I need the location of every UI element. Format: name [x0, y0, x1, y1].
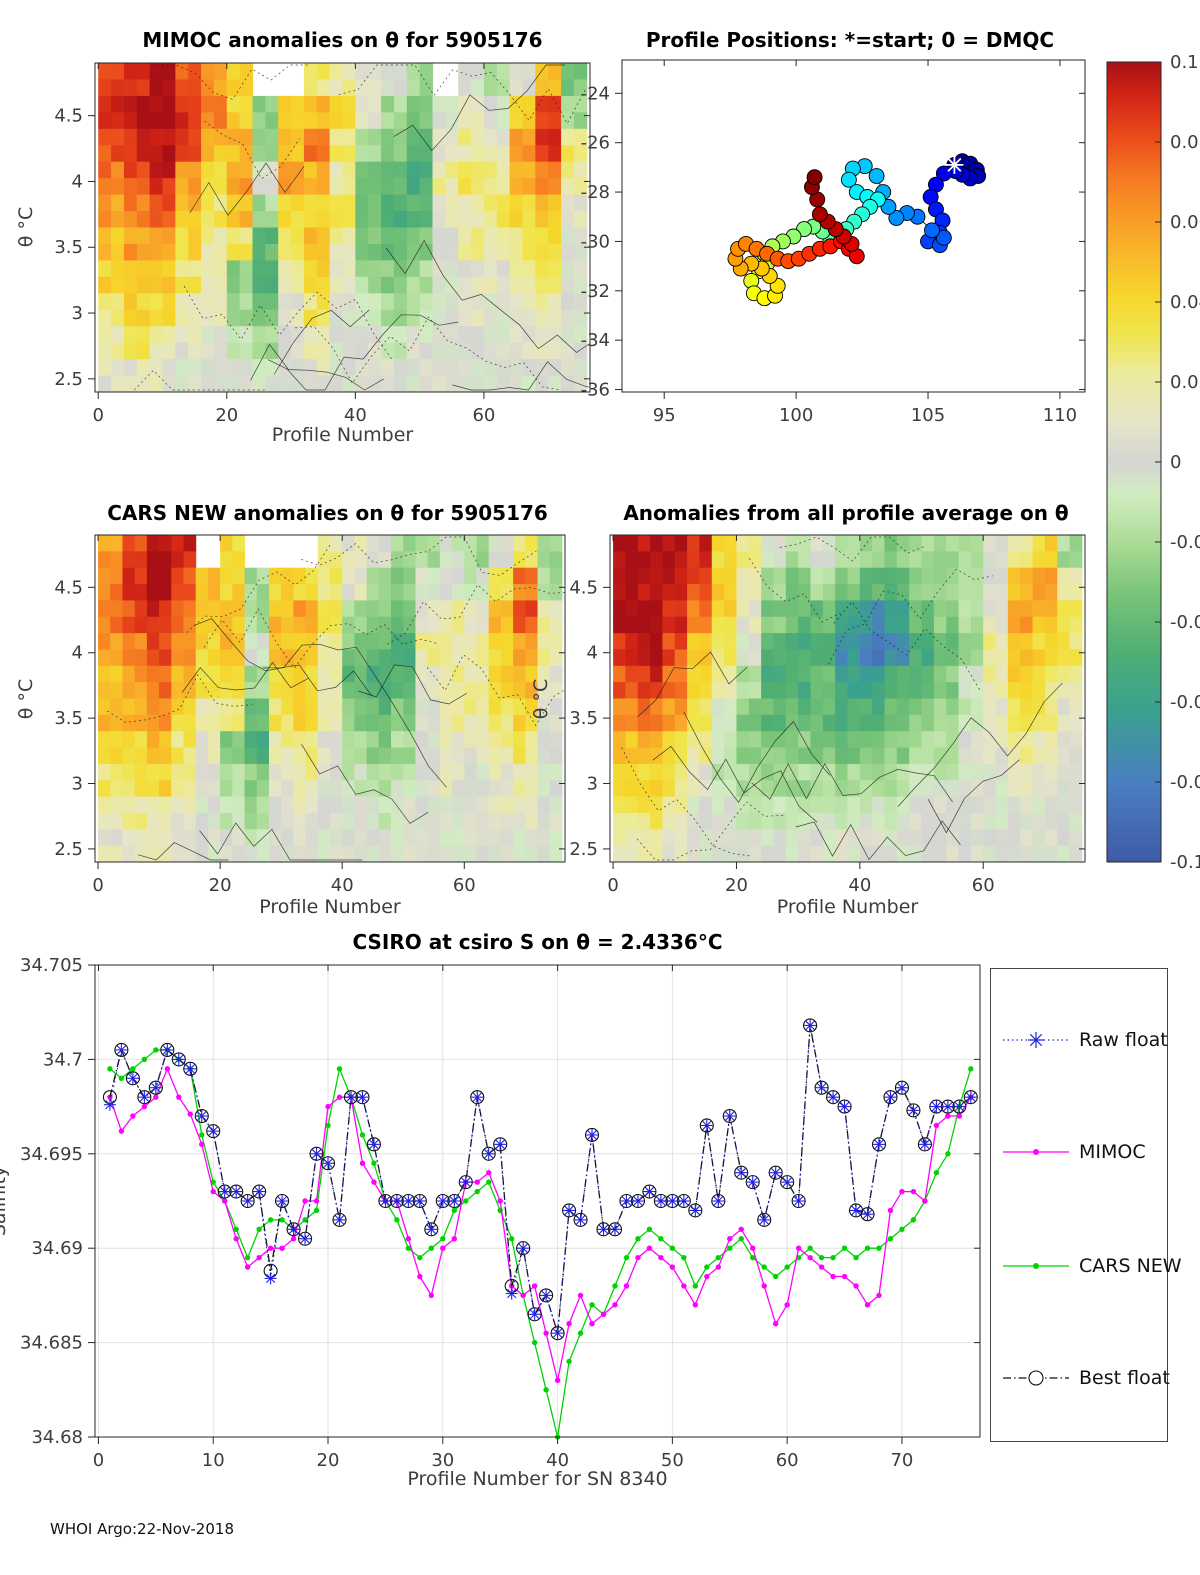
- csiro-title: CSIRO at csiro S on θ = 2.4336°C: [352, 930, 723, 954]
- svg-text:2.5: 2.5: [54, 839, 83, 860]
- svg-text:3.5: 3.5: [54, 237, 83, 258]
- svg-text:34.7: 34.7: [43, 1049, 83, 1070]
- svg-text:-28: -28: [581, 182, 610, 203]
- svg-text:105: 105: [911, 405, 945, 426]
- svg-text:0.08: 0.08: [1170, 132, 1200, 153]
- svg-text:0.04: 0.04: [1170, 292, 1200, 313]
- svg-text:34.68: 34.68: [31, 1427, 83, 1448]
- svg-text:34.695: 34.695: [20, 1144, 83, 1165]
- svg-text:110: 110: [1043, 405, 1077, 426]
- svg-text:30: 30: [431, 1450, 454, 1471]
- legend-item-raw-float: Raw float: [991, 1027, 1168, 1053]
- svg-text:0: 0: [607, 875, 618, 896]
- svg-text:4.5: 4.5: [54, 106, 83, 127]
- svg-text:2.5: 2.5: [54, 369, 83, 390]
- legend-item-mimoc: MIMOC: [991, 1139, 1167, 1165]
- profile-positions-map: 95 100 105 110 -24 -26 -28 -30 -32 -34 -36: [581, 59, 1086, 426]
- svg-text:0: 0: [1170, 452, 1181, 473]
- svg-text:40: 40: [546, 1450, 569, 1471]
- svg-text:-0.08: -0.08: [1170, 772, 1200, 793]
- allprof-ylabel: θ °C: [530, 678, 553, 720]
- svg-text:20: 20: [317, 1450, 340, 1471]
- mimoc-heatmap: 0 20 40 60 2.5 3 3.5 4 4.5: [54, 62, 591, 426]
- svg-text:70: 70: [890, 1450, 913, 1471]
- cars-heatmap: 0 20 40 60 2.5 3 3.5 4 4.5: [54, 534, 566, 896]
- legend-item-best-float: Best float: [991, 1365, 1170, 1391]
- svg-text:50: 50: [661, 1450, 684, 1471]
- mimoc-ylabel: θ °C: [15, 206, 38, 248]
- svg-text:-34: -34: [581, 330, 610, 351]
- anomaly-colorbar: 0.1 0.08 0.06 0.04 0.02 0 -0.02 -0.04 -0.06 -0.08…: [1106, 52, 1200, 873]
- svg-text:0: 0: [92, 875, 103, 896]
- allprofile-heatmap: 0 20 40 60 2.5 3 3.5 4 4.5: [569, 534, 1086, 896]
- svg-text:34.705: 34.705: [20, 955, 83, 976]
- svg-text:60: 60: [776, 1450, 799, 1471]
- svg-text:4: 4: [72, 643, 83, 664]
- legend-label-mimoc: MIMOC: [1079, 1141, 1146, 1163]
- svg-text:-26: -26: [581, 133, 610, 154]
- csiro-xlabel: Profile Number for SN 8340: [407, 1468, 668, 1490]
- svg-text:4.5: 4.5: [569, 577, 598, 598]
- cars-title: CARS NEW anomalies on θ for 5905176: [107, 501, 548, 525]
- svg-text:4: 4: [587, 643, 598, 664]
- legend-label-cars-new: CARS NEW: [1079, 1255, 1182, 1277]
- svg-text:3: 3: [72, 303, 83, 324]
- svg-text:60: 60: [453, 875, 476, 896]
- svg-text:0: 0: [93, 1450, 104, 1471]
- svg-text:4.5: 4.5: [54, 577, 83, 598]
- csiro-line-chart: 0 10 20 30 40 50 60 70 34.68 34.685 34.69 34.695 34.…: [20, 955, 981, 1471]
- watermark-date: WHOI Argo:22-Nov-2018: [50, 1520, 234, 1538]
- svg-text:0.1: 0.1: [1170, 52, 1199, 73]
- svg-text:0.02: 0.02: [1170, 372, 1200, 393]
- svg-text:20: 20: [209, 875, 232, 896]
- svg-text:0.06: 0.06: [1170, 212, 1200, 233]
- raw-float-line-sample-icon: [1003, 1032, 1069, 1048]
- svg-text:-0.06: -0.06: [1170, 692, 1200, 713]
- svg-text:-32: -32: [581, 281, 610, 302]
- svg-text:10: 10: [202, 1450, 225, 1471]
- svg-text:-36: -36: [581, 380, 610, 401]
- svg-text:3: 3: [587, 774, 598, 795]
- csiro-ylabel: Salinity: [0, 1165, 11, 1237]
- mimoc-line-sample-icon: [1003, 1149, 1069, 1155]
- positions-title: Profile Positions: *=start; 0 = DMQC: [645, 28, 1055, 52]
- svg-text:40: 40: [344, 405, 367, 426]
- cars-ylabel: θ °C: [15, 678, 38, 720]
- best-float-line-sample-icon: [1003, 1370, 1069, 1386]
- svg-text:20: 20: [725, 875, 748, 896]
- svg-text:60: 60: [472, 405, 495, 426]
- svg-text:-0.02: -0.02: [1170, 532, 1200, 553]
- svg-text:0: 0: [92, 405, 103, 426]
- svg-text:3.5: 3.5: [54, 708, 83, 729]
- svg-text:-24: -24: [581, 83, 610, 104]
- cars-xlabel: Profile Number: [259, 896, 401, 918]
- svg-text:95: 95: [653, 405, 676, 426]
- svg-text:3.5: 3.5: [569, 708, 598, 729]
- cars-new-line-sample-icon: [1003, 1263, 1069, 1269]
- allprof-title: Anomalies from all profile average on θ: [623, 501, 1069, 525]
- svg-text:-0.04: -0.04: [1170, 612, 1200, 633]
- legend-label-best-float: Best float: [1079, 1367, 1170, 1389]
- svg-text:-0.1: -0.1: [1170, 852, 1200, 873]
- svg-text:60: 60: [972, 875, 995, 896]
- svg-text:20: 20: [215, 405, 238, 426]
- svg-text:3: 3: [72, 774, 83, 795]
- svg-text:2.5: 2.5: [569, 839, 598, 860]
- svg-text:40: 40: [848, 875, 871, 896]
- legend-item-cars-new: CARS NEW: [991, 1253, 1182, 1279]
- legend-label-raw-float: Raw float: [1079, 1029, 1168, 1051]
- mimoc-xlabel: Profile Number: [271, 424, 414, 446]
- svg-text:-30: -30: [581, 231, 610, 252]
- svg-text:100: 100: [779, 405, 813, 426]
- csiro-legend: Raw float MIMOC CARS NEW Best float: [990, 968, 1182, 1442]
- svg-text:34.685: 34.685: [20, 1333, 83, 1354]
- svg-text:4: 4: [72, 171, 83, 192]
- svg-text:40: 40: [331, 875, 354, 896]
- mimoc-title: MIMOC anomalies on θ for 5905176: [142, 28, 543, 52]
- allprof-xlabel: Profile Number: [776, 896, 919, 918]
- svg-text:34.69: 34.69: [31, 1238, 83, 1259]
